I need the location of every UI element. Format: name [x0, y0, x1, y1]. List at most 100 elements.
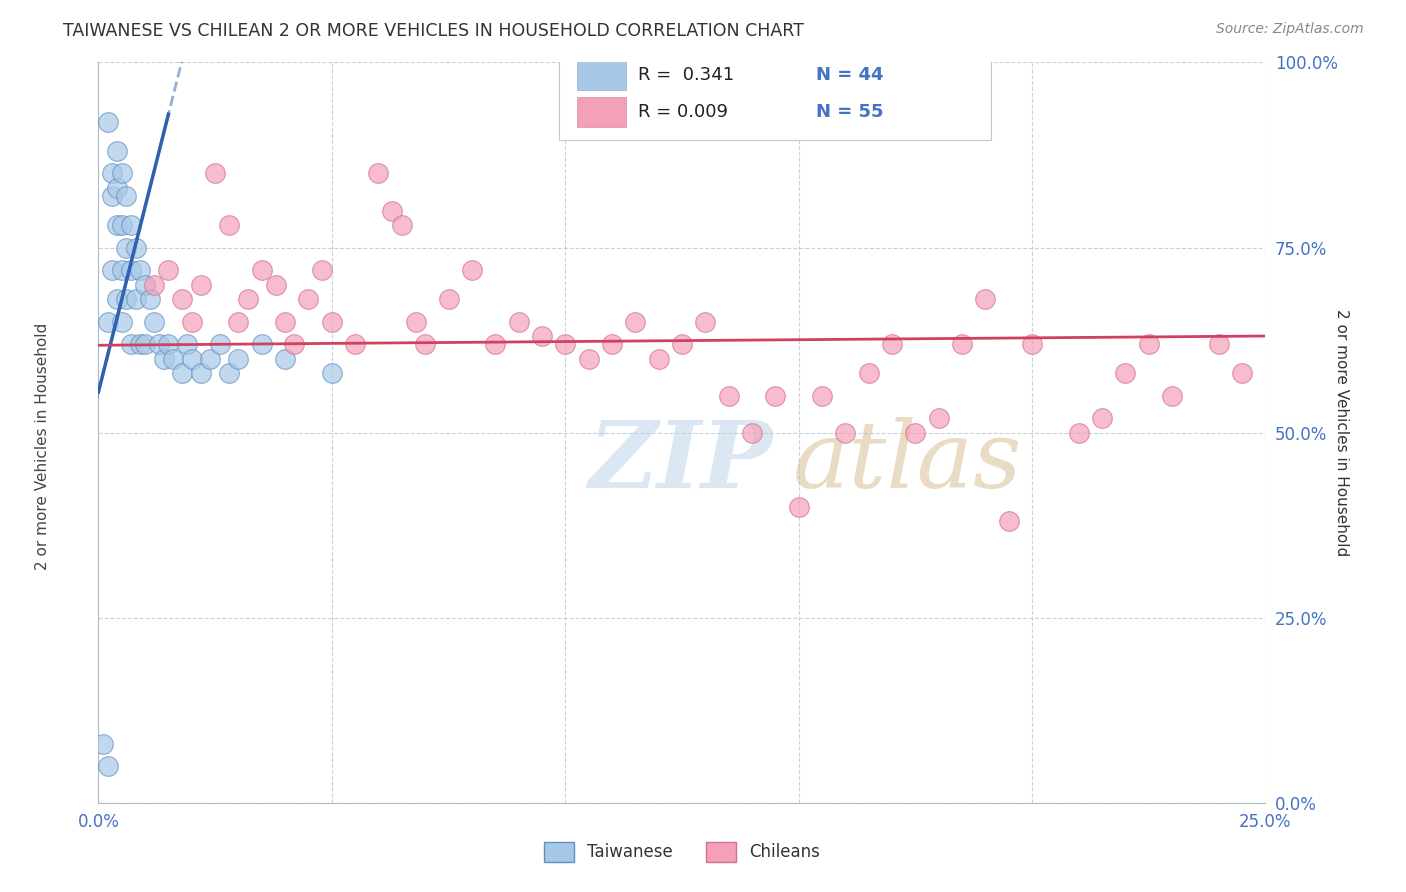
Point: [129, 336, 152, 351]
Text: TAIWANESE VS CHILEAN 2 OR MORE VEHICLES IN HOUSEHOLD CORRELATION CHART: TAIWANESE VS CHILEAN 2 OR MORE VEHICLES …: [63, 22, 804, 40]
Text: ZIP: ZIP: [589, 417, 773, 508]
Point: [180, 351, 202, 366]
Point: [125, 293, 148, 307]
Point: [647, 351, 669, 366]
Point: [763, 388, 786, 402]
Point: [228, 314, 250, 328]
Point: [115, 188, 138, 202]
Point: [274, 314, 297, 328]
Point: [437, 293, 460, 307]
Point: [139, 293, 162, 307]
Point: [125, 240, 148, 255]
Point: [180, 314, 202, 328]
Point: [134, 336, 156, 351]
Point: [741, 425, 763, 440]
Point: [115, 293, 138, 307]
Point: [97, 114, 120, 128]
Point: [172, 293, 194, 307]
Point: [143, 277, 166, 292]
Point: [671, 336, 693, 351]
Point: [321, 367, 343, 381]
Point: [111, 262, 134, 277]
Point: [190, 367, 212, 381]
Point: [101, 188, 124, 202]
Point: [811, 388, 834, 402]
FancyBboxPatch shape: [560, 47, 991, 140]
Text: Source: ZipAtlas.com: Source: ZipAtlas.com: [1216, 22, 1364, 37]
Point: [600, 336, 623, 351]
Point: [381, 203, 404, 218]
Point: [1021, 336, 1043, 351]
Point: [218, 219, 240, 233]
Point: [250, 336, 273, 351]
Point: [120, 219, 142, 233]
Point: [208, 336, 231, 351]
Point: [148, 336, 170, 351]
Point: [91, 737, 114, 751]
Point: [105, 293, 128, 307]
Y-axis label: 2 or more Vehicles in Household: 2 or more Vehicles in Household: [1334, 309, 1350, 557]
Point: [143, 314, 166, 328]
Text: N = 44: N = 44: [815, 66, 883, 84]
Point: [484, 336, 506, 351]
Point: [880, 336, 903, 351]
Point: [228, 351, 250, 366]
Point: [311, 262, 333, 277]
Point: [105, 181, 128, 195]
Point: [554, 336, 576, 351]
Point: [250, 262, 273, 277]
Point: [101, 166, 124, 180]
Point: [218, 367, 240, 381]
Point: [787, 500, 810, 514]
Point: [152, 351, 174, 366]
Point: [1067, 425, 1090, 440]
Text: N = 55: N = 55: [815, 103, 883, 121]
Point: [157, 336, 180, 351]
Point: [283, 336, 305, 351]
Point: [1137, 336, 1160, 351]
Point: [997, 515, 1019, 529]
Point: [695, 314, 717, 328]
Point: [101, 262, 124, 277]
Point: [162, 351, 184, 366]
Point: [157, 262, 180, 277]
Point: [172, 367, 194, 381]
Point: [1161, 388, 1184, 402]
FancyBboxPatch shape: [576, 97, 626, 127]
Point: [97, 314, 120, 328]
Point: [508, 314, 530, 328]
Point: [321, 314, 343, 328]
Point: [105, 145, 128, 159]
Point: [111, 219, 134, 233]
Text: 2 or more Vehicles in Household: 2 or more Vehicles in Household: [35, 322, 49, 570]
Point: [391, 219, 413, 233]
Legend: Taiwanese, Chileans: Taiwanese, Chileans: [537, 835, 827, 869]
Point: [190, 277, 212, 292]
Point: [120, 262, 142, 277]
Point: [200, 351, 222, 366]
Text: R =  0.341: R = 0.341: [637, 66, 734, 84]
Point: [134, 277, 156, 292]
Point: [111, 166, 134, 180]
Point: [111, 314, 134, 328]
Point: [344, 336, 367, 351]
Point: [461, 262, 484, 277]
Point: [904, 425, 927, 440]
Text: R = 0.009: R = 0.009: [637, 103, 727, 121]
Point: [624, 314, 647, 328]
FancyBboxPatch shape: [576, 61, 626, 90]
Point: [129, 262, 152, 277]
Point: [115, 240, 138, 255]
Point: [974, 293, 997, 307]
Point: [297, 293, 319, 307]
Point: [204, 166, 226, 180]
Point: [236, 293, 259, 307]
Point: [858, 367, 880, 381]
Point: [834, 425, 856, 440]
Text: atlas: atlas: [793, 417, 1022, 508]
Point: [367, 166, 389, 180]
Point: [1114, 367, 1136, 381]
Point: [97, 758, 120, 772]
Point: [413, 336, 436, 351]
Point: [1230, 367, 1253, 381]
